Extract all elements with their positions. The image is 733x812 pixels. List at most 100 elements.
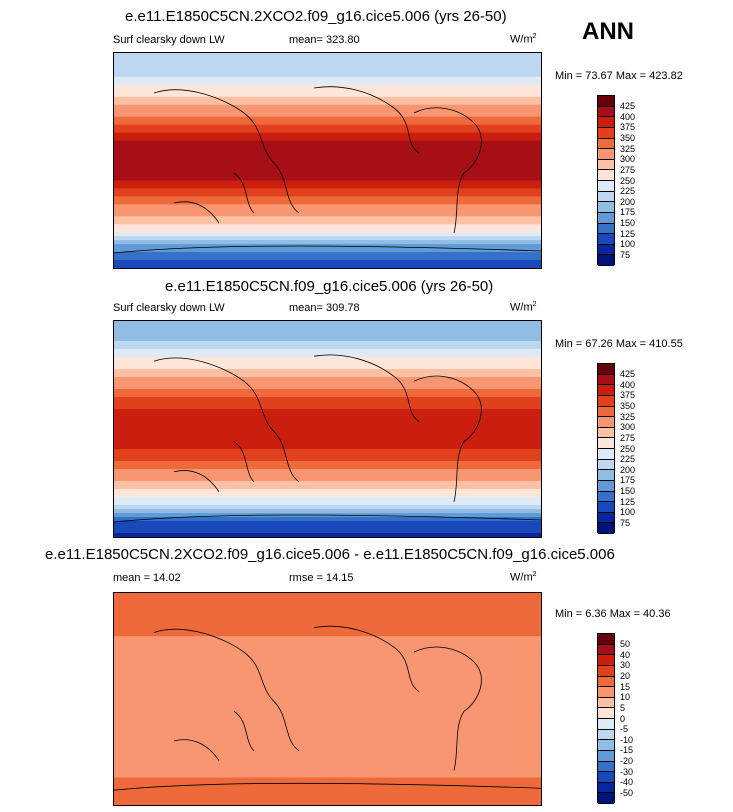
colorbar-tick-label: 400 [620, 379, 636, 390]
heatmap-band [114, 505, 541, 510]
heatmap-band [114, 702, 541, 708]
heatmap-band [114, 124, 541, 130]
heatmap-band [114, 80, 541, 86]
colorbar-segment [598, 665, 614, 677]
heatmap-band [114, 341, 541, 346]
coastline [114, 86, 541, 254]
heatmap-band [114, 224, 541, 229]
heatmap-band [114, 699, 541, 704]
heatmap-band [114, 325, 541, 330]
colorbar-tick-label: -40 [620, 777, 634, 788]
panel-3-minmax: Min = 6.36 Max = 40.36 [555, 608, 671, 620]
heatmap-band [114, 393, 541, 398]
colorbar-tick-label: 100 [620, 507, 636, 518]
heatmap-band [114, 357, 541, 362]
heatmap-band [114, 68, 541, 74]
heatmap-band [114, 381, 541, 386]
heatmap-band [114, 148, 541, 154]
colorbar-tick-label: 150 [620, 486, 636, 496]
heatmap-band [114, 453, 541, 458]
colorbar-segment [598, 438, 614, 449]
colorbar-segment [598, 427, 614, 439]
heatmap-band [114, 132, 541, 138]
heatmap-band [114, 349, 541, 354]
coastline [114, 354, 541, 523]
colorbar-segment [598, 449, 614, 460]
heatmap-band [114, 489, 541, 494]
colorbar-segment [598, 512, 614, 524]
heatmap-band [114, 409, 541, 414]
colorbar-segment [598, 480, 614, 492]
heatmap-band [114, 385, 541, 390]
heatmap-band [114, 417, 541, 422]
colorbar-tick-label: -10 [620, 734, 634, 745]
heatmap-band [114, 232, 541, 237]
heatmap-band [114, 465, 541, 470]
colorbar-segment [598, 191, 614, 203]
panel-3-heatmap [114, 593, 541, 805]
colorbar-tick-label: 125 [620, 228, 636, 239]
colorbar-tick-label: 100 [620, 239, 636, 250]
colorbar-tick-label: 325 [620, 143, 636, 154]
heatmap-band [114, 220, 541, 225]
colorbar-tick-label: 250 [620, 443, 636, 454]
colorbar-segment [598, 223, 614, 235]
heatmap-band [114, 600, 541, 606]
panel-1-mean-label: mean= 323.80 [289, 34, 360, 46]
panel-1-minmax: Min = 73.67 Max = 423.82 [555, 70, 683, 82]
colorbar-tick-label: 30 [620, 660, 631, 671]
heatmap-band [114, 208, 541, 213]
heatmap-band [114, 200, 541, 205]
heatmap-band [114, 216, 541, 221]
colorbar-tick-label: 300 [620, 422, 636, 433]
heatmap-band [114, 533, 541, 537]
heatmap-band [114, 120, 541, 126]
heatmap-band [114, 501, 541, 506]
heatmap-band [114, 734, 541, 739]
heatmap-band [114, 128, 541, 134]
heatmap-band [114, 683, 541, 688]
colorbar-segment [598, 719, 614, 730]
heatmap-band [114, 485, 541, 490]
heatmap-band [114, 172, 541, 178]
colorbar-tick-label: 375 [620, 390, 636, 401]
heatmap-band [114, 789, 541, 794]
heatmap-band [114, 718, 541, 724]
heatmap-band [114, 192, 541, 197]
heatmap-band [114, 529, 541, 534]
colorbar-segment [598, 395, 614, 407]
heatmap-band [114, 640, 541, 645]
heatmap-band [114, 477, 541, 482]
heatmap-band [114, 750, 541, 755]
heatmap-band [114, 421, 541, 426]
colorbar-tick-label: 175 [620, 207, 636, 218]
colorbar-segment [598, 761, 614, 773]
heatmap-band [114, 604, 541, 610]
heatmap-band [114, 797, 541, 802]
heatmap-band [114, 655, 541, 661]
colorbar-segment [598, 459, 614, 471]
heatmap-band [114, 753, 541, 759]
heatmap-band [114, 260, 541, 265]
heatmap-band [114, 176, 541, 182]
panel-1-colorbar: 425 400 375 350 325 300 275 250 225 200 175 150 125 1… [597, 95, 635, 266]
heatmap-band [114, 449, 541, 454]
heatmap-band [114, 773, 541, 779]
colorbar-tick-label: 225 [620, 454, 636, 465]
colorbar-segment [598, 740, 614, 751]
heatmap-band [114, 441, 541, 446]
colorbar-tick-label: 350 [620, 133, 636, 143]
heatmap-band [114, 525, 541, 530]
panel-1-variable-label: Surf clearsky down LW [113, 34, 225, 46]
colorbar-segment [598, 772, 614, 783]
heatmap-band [114, 679, 541, 684]
heatmap-band [114, 369, 541, 374]
colorbar-segment [598, 676, 614, 688]
panel-2-heatmap [114, 321, 541, 537]
heatmap-band [114, 473, 541, 478]
heatmap-band [114, 497, 541, 502]
colorbar-segment [598, 202, 614, 213]
heatmap-band [114, 722, 541, 728]
heatmap-band [114, 793, 541, 798]
heatmap-band [114, 628, 541, 633]
